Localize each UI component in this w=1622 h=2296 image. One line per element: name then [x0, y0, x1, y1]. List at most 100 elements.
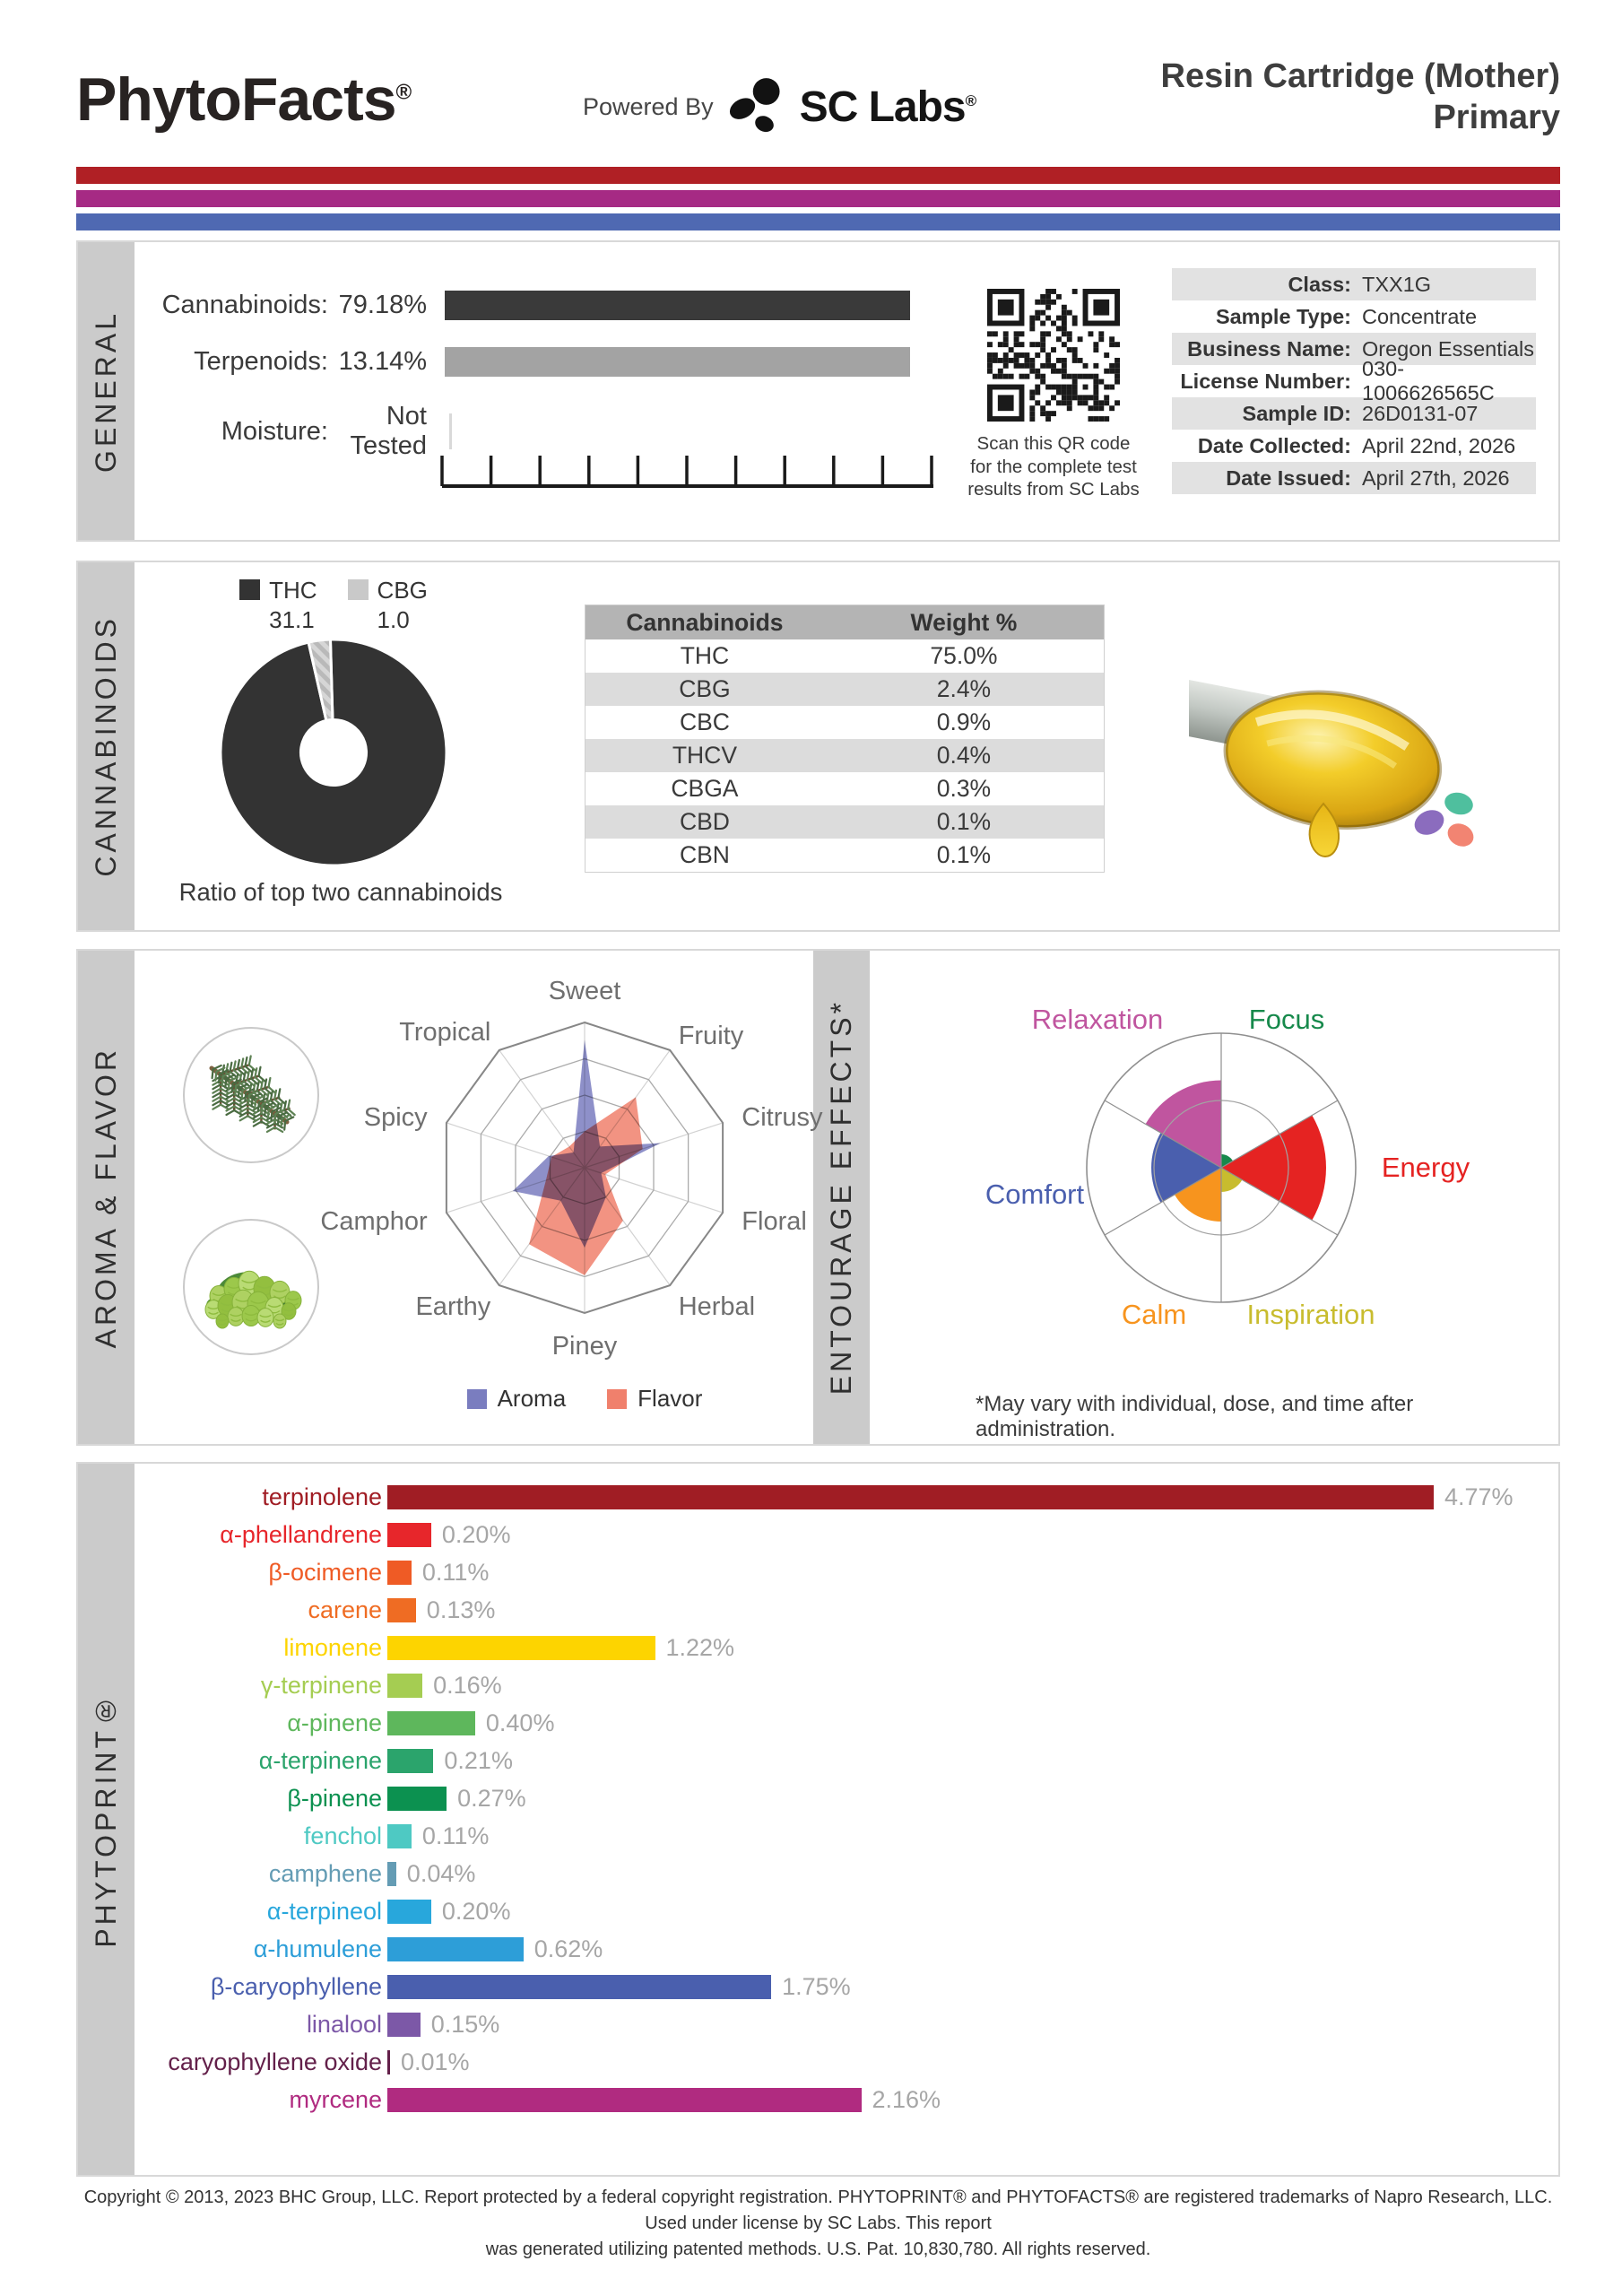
resin-photo-image	[1155, 637, 1485, 859]
general-metric-row: Cannabinoids: 79.18%	[134, 290, 910, 320]
legend-text: THC 31.1	[269, 577, 317, 634]
hops-image	[183, 1219, 319, 1355]
legend-text: CBG 1.0	[377, 577, 428, 634]
metric-label: Terpenoids:	[194, 346, 328, 376]
terpene-label: carene	[308, 1596, 382, 1623]
info-row: License Number: 030-1006626565C	[1172, 357, 1536, 404]
radar-axis-label: Camphor	[320, 1207, 428, 1236]
terpene-bar	[387, 1560, 412, 1585]
section-label-aroma-flavor: AROMA & FLAVOR	[78, 951, 134, 1444]
general-metric-row: Terpenoids: 13.14%	[134, 346, 910, 377]
terpene-bar	[387, 2012, 421, 2037]
radar-axis-label: Citrusy	[742, 1103, 823, 1132]
info-row: Date Collected: April 22nd, 2026	[1172, 430, 1536, 462]
legend-swatch	[347, 579, 369, 600]
terpene-row: myrcene 2.16%	[134, 2081, 1558, 2118]
accent-bars	[76, 167, 1560, 237]
info-label: License Number:	[1180, 369, 1351, 393]
terpene-value: 0.27%	[457, 1784, 526, 1812]
header: PhytoFacts® Powered By SC Labs® Resin Ca…	[76, 34, 1560, 164]
resin-photo	[1155, 637, 1485, 859]
section-label-phytoprint-text: PHYTOPRINT®	[90, 1691, 122, 1948]
copyright-line-1: Copyright © 2013, 2023 BHC Group, LLC. R…	[83, 2187, 1553, 2233]
legend-name: CBG	[377, 577, 428, 604]
pine-image	[183, 1027, 319, 1163]
terpene-value: 1.75%	[782, 1972, 851, 2000]
radar-axis-label: Earthy	[415, 1292, 490, 1321]
terpene-bar	[387, 1597, 416, 1622]
section-label-general-text: GENERAL	[90, 309, 122, 473]
section-label-entourage: ENTOURAGE EFFECTS*	[813, 951, 870, 1444]
metric-value: 79.18%	[338, 290, 427, 319]
cannabinoid-name: CBC	[679, 709, 730, 735]
effect-label: Calm	[1122, 1299, 1186, 1330]
terpene-row: camphene 0.04%	[134, 1855, 1558, 1892]
qr-caption-line: Scan this QR code	[976, 433, 1131, 454]
terpene-label: α-humulene	[253, 1935, 382, 1962]
moisture-baseline	[449, 413, 452, 449]
metric-label: Moisture:	[221, 416, 328, 446]
qr-caption-line: results from SC Labs	[967, 479, 1140, 500]
terpene-row: α-terpineol 0.20%	[134, 1892, 1558, 1930]
accent-bar-magenta	[76, 190, 1560, 207]
terpene-label: fenchol	[303, 1822, 382, 1849]
terpene-bar	[387, 1484, 1434, 1509]
effect-label: Comfort	[985, 1178, 1085, 1210]
table-header-row: Cannabinoids Weight %	[585, 605, 1104, 639]
phytoprint-content: terpinolene 4.77% α-phellandrene 0.20% β-oci…	[134, 1464, 1558, 2175]
info-label: Sample Type:	[1215, 304, 1351, 328]
cannabinoid-weight: 0.1%	[936, 808, 992, 835]
radar-axis-label: Spicy	[364, 1103, 428, 1132]
terpene-bar	[387, 1786, 447, 1811]
section-label-phytoprint: PHYTOPRINT®	[78, 1464, 134, 2175]
legend-name: THC	[269, 577, 317, 604]
effect-wedge	[1221, 1154, 1233, 1168]
terpene-value: 0.11%	[421, 1558, 490, 1586]
cannabinoid-weight: 2.4%	[936, 675, 992, 702]
terpene-label: α-terpinene	[258, 1746, 382, 1774]
cannabinoid-name: CBGA	[671, 775, 739, 802]
footer: Copyright © 2013, 2023 BHC Group, LLC. R…	[76, 2185, 1560, 2263]
info-label: Sample ID:	[1242, 401, 1351, 425]
cannabinoid-weight: 75.0%	[930, 642, 998, 669]
entourage-polar-chart: Focus Energy Inspiration Calm Comfort Relaxat…	[898, 951, 1544, 1372]
radar-axis-label: Fruity	[679, 1022, 744, 1050]
terpene-row: fenchol 0.11%	[134, 1817, 1558, 1855]
accent-bar-blue	[76, 213, 1560, 230]
radar-axis-label: Floral	[742, 1207, 807, 1236]
phytofacts-logo: PhytoFacts®	[76, 65, 412, 135]
aroma-flavor-radar: Sweet Fruity Citrusy Floral Herbal Piney Earth…	[271, 951, 898, 1399]
radar-axis-label: Tropical	[399, 1018, 490, 1047]
terpene-value: 0.15%	[430, 2010, 500, 2038]
info-value: Concentrate	[1362, 304, 1478, 328]
cannabinoids-content: THC 31.1 CBG 1.0 Ratio of top two cannabino…	[134, 562, 1558, 930]
terpene-row: β-ocimene 0.11%	[134, 1553, 1558, 1591]
radar-axis-label: Piney	[552, 1332, 618, 1361]
info-value: 26D0131-07	[1362, 401, 1479, 425]
terpene-label: α-terpineol	[266, 1897, 382, 1925]
terpene-row: γ-terpinene 0.16%	[134, 1666, 1558, 1704]
radar-axis-label: Sweet	[549, 977, 621, 1005]
table-header-cell: Cannabinoids	[626, 608, 784, 636]
terpene-bar	[387, 1899, 431, 1924]
metric-value: 13.14%	[338, 346, 427, 376]
legend-item: THC 31.1	[239, 577, 317, 634]
entourage-content: Focus Energy Inspiration Calm Comfort Relaxat…	[870, 951, 1558, 1444]
metric-bar	[445, 346, 910, 377]
terpene-value: 0.16%	[433, 1671, 502, 1699]
effect-label: Energy	[1382, 1152, 1470, 1183]
effect-label: Focus	[1249, 1004, 1324, 1035]
section-label-general: GENERAL	[78, 242, 134, 540]
terpene-label: γ-terpinene	[260, 1671, 382, 1699]
legend-name: Flavor	[638, 1385, 703, 1412]
terpene-value: 1.22%	[665, 1633, 735, 1661]
terpene-value: 0.01%	[401, 2048, 470, 2075]
cannabinoid-ratio-donut	[215, 634, 452, 871]
cannabinoid-name: CBN	[679, 841, 730, 868]
terpene-bar	[387, 2049, 390, 2074]
terpene-bar	[387, 1974, 772, 1999]
terpene-bar	[387, 1748, 434, 1773]
terpene-label: myrcene	[289, 2085, 382, 2113]
effect-label: Inspiration	[1246, 1299, 1375, 1330]
cannabinoid-name: CBD	[679, 808, 730, 835]
